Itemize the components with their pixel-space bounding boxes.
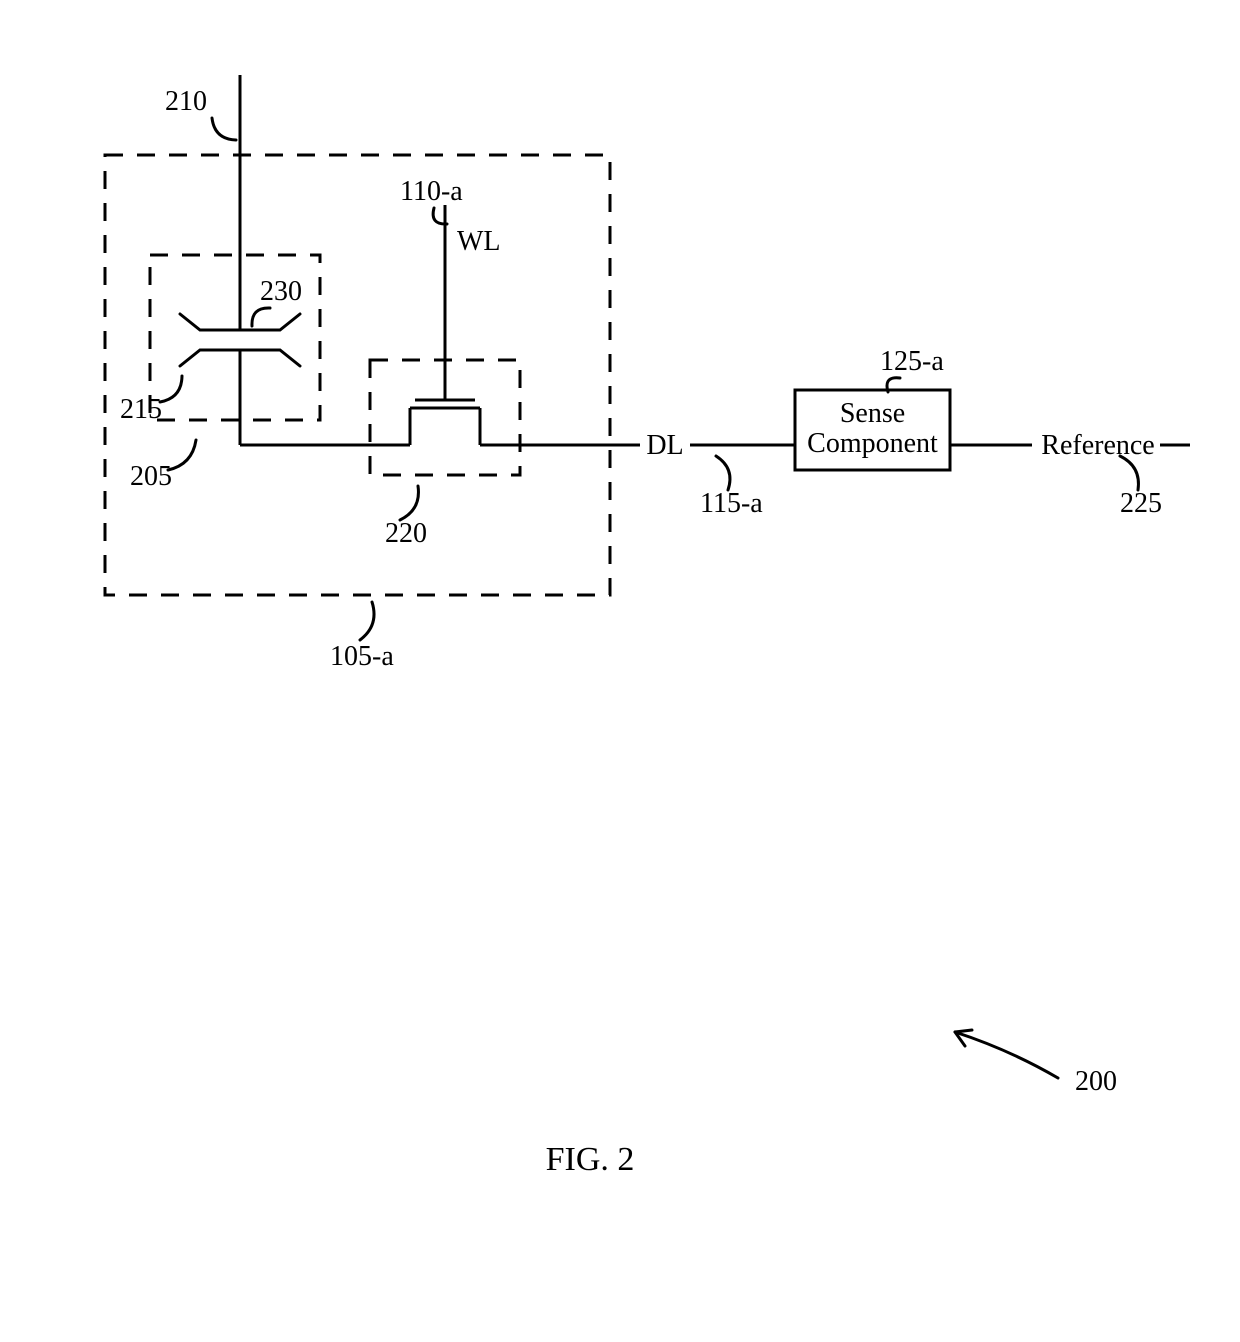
ref-110a: 110-a [400, 176, 463, 207]
ref-205: 205 [130, 461, 172, 492]
leader-220 [400, 486, 418, 520]
leader-105a [360, 602, 374, 640]
leader-200 [955, 1032, 1058, 1078]
ref-225: 225 [1120, 488, 1162, 519]
wl-text: WL [457, 226, 501, 257]
sense-component-text-2: Component [807, 428, 938, 459]
ref-125a: 125-a [880, 346, 944, 377]
reference-label: Reference [1041, 430, 1154, 461]
leader-215 [160, 376, 182, 402]
ref-200: 200 [1075, 1066, 1117, 1097]
ref-105a: 105-a [330, 641, 394, 672]
leader-205 [168, 440, 196, 470]
leader-225 [1120, 456, 1138, 490]
leader-115a [716, 456, 730, 490]
figure-caption: FIG. 2 [546, 1141, 635, 1178]
ref-220: 220 [385, 518, 427, 549]
memory-cell-box [105, 155, 610, 595]
ref-115a: 115-a [700, 488, 763, 519]
ref-230: 230 [260, 276, 302, 307]
ref-215: 215 [120, 394, 162, 425]
dl-label: DL [646, 430, 683, 461]
ref-210: 210 [165, 86, 207, 117]
leader-230 [252, 308, 270, 326]
leader-210 [212, 118, 236, 140]
sense-component-text-1: Sense [840, 398, 905, 429]
